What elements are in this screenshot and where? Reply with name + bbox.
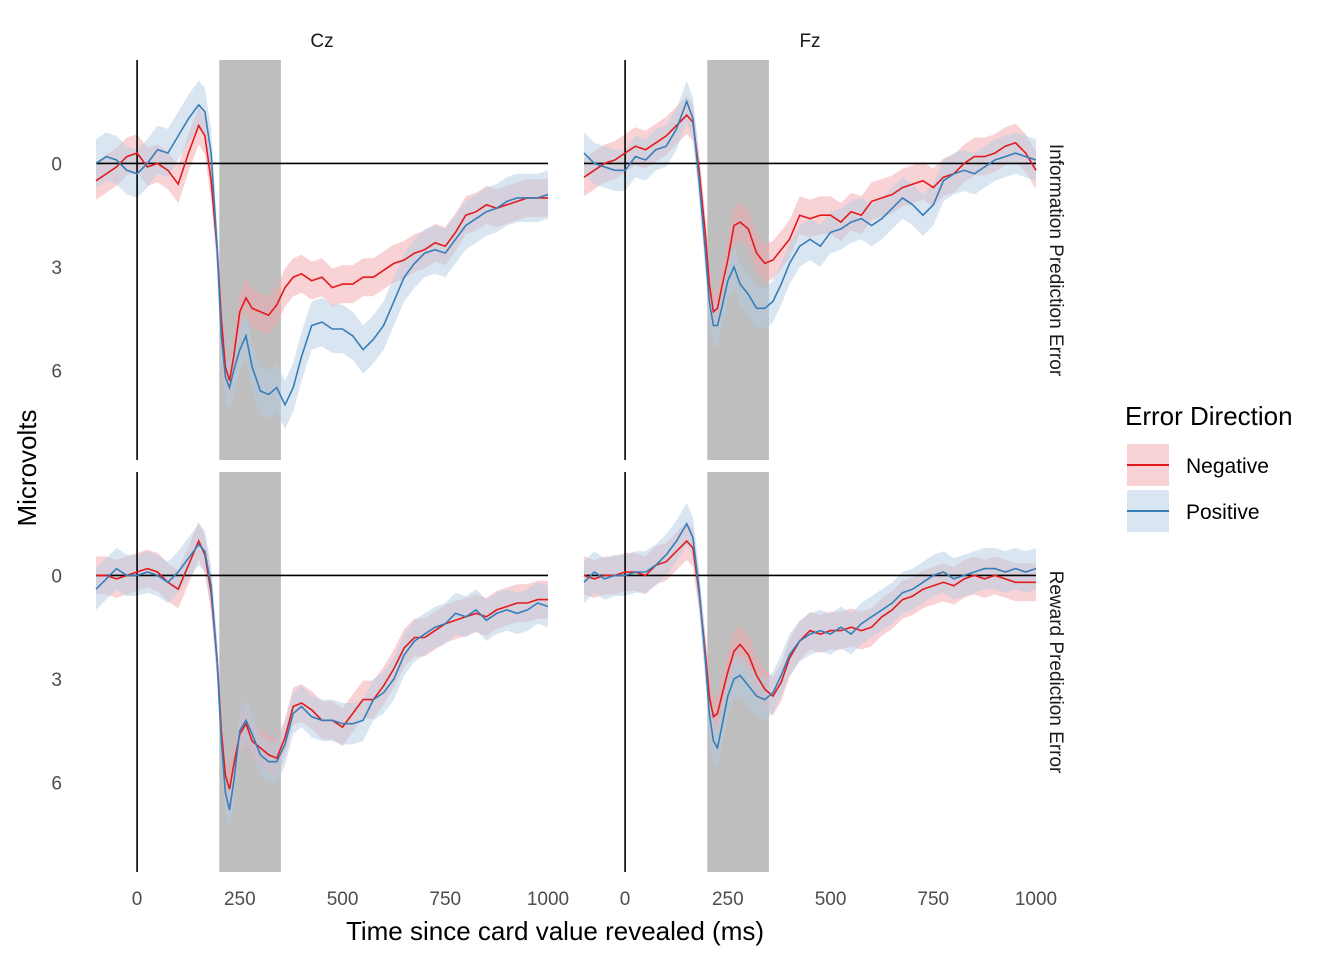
x-tick-label-fz-reward-prediction-error: 1000 bbox=[1015, 889, 1057, 910]
x-axis-title: Time since card value revealed (ms) bbox=[346, 916, 764, 946]
band-positive-cz-information-prediction-error bbox=[96, 80, 548, 429]
x-tick-label-fz-reward-prediction-error: 250 bbox=[712, 889, 744, 910]
series-negative-cz-information-prediction-error bbox=[95, 123, 548, 381]
y-tick-label-cz-information-prediction-error: 6 bbox=[51, 361, 62, 382]
x-tick-label-cz-reward-prediction-error: 500 bbox=[327, 889, 359, 910]
panel-fz-reward-prediction-error: 0 250 500 750 1000 bbox=[583, 472, 1057, 910]
band-positive-fz-reward-prediction-error bbox=[584, 503, 1036, 769]
series-positive-cz-information-prediction-error bbox=[95, 103, 549, 407]
series-positive-cz-reward-prediction-error bbox=[95, 543, 549, 811]
series-positive-fz-reward-prediction-error bbox=[583, 521, 1037, 751]
strip-label-fz: Fz bbox=[799, 31, 820, 52]
legend-title: Error Direction bbox=[1125, 401, 1293, 431]
x-tick-label-fz-reward-prediction-error: 500 bbox=[815, 889, 847, 910]
legend: Error Direction Negative Positive bbox=[1125, 401, 1293, 532]
series-negative-fz-reward-prediction-error bbox=[583, 539, 1036, 719]
x-tick-label-fz-reward-prediction-error: 0 bbox=[620, 889, 631, 910]
band-negative-cz-information-prediction-error bbox=[96, 106, 548, 400]
band-negative-fz-information-prediction-error bbox=[584, 96, 1036, 331]
x-tick-label-cz-reward-prediction-error: 1000 bbox=[527, 889, 569, 910]
x-tick-label-fz-reward-prediction-error: 750 bbox=[917, 889, 949, 910]
y-axis-title: Microvolts bbox=[12, 409, 42, 526]
panel-cz-reward-prediction-error: 0 3 6 0 250 500 750 1000 bbox=[51, 472, 569, 910]
x-tick-label-cz-reward-prediction-error: 250 bbox=[224, 889, 256, 910]
y-tick-label-cz-reward-prediction-error: 6 bbox=[51, 773, 62, 794]
panel-fz-information-prediction-error bbox=[583, 60, 1037, 460]
strip-label-information-prediction-error: Information Prediction Error bbox=[1045, 144, 1066, 377]
legend-label-positive: Positive bbox=[1186, 501, 1260, 524]
y-tick-label-cz-information-prediction-error: 0 bbox=[51, 154, 62, 175]
y-tick-label-cz-reward-prediction-error: 0 bbox=[51, 566, 62, 587]
legend-label-negative: Negative bbox=[1186, 455, 1269, 478]
panel-cz-information-prediction-error: 0 3 6 bbox=[51, 60, 549, 460]
series-negative-fz-information-prediction-error bbox=[583, 114, 1037, 314]
band-positive-cz-reward-prediction-error bbox=[96, 523, 548, 831]
series-negative-cz-reward-prediction-error bbox=[96, 538, 548, 790]
strip-label-reward-prediction-error: Reward Prediction Error bbox=[1045, 571, 1066, 774]
band-positive-fz-information-prediction-error bbox=[584, 80, 1036, 347]
y-tick-label-cz-reward-prediction-error: 3 bbox=[51, 670, 62, 691]
x-tick-label-cz-reward-prediction-error: 750 bbox=[429, 889, 461, 910]
x-tick-label-cz-reward-prediction-error: 0 bbox=[132, 889, 143, 910]
facet-panels: 0 3 6 0 3 6 0 250 500 750 1000 0 250 500 750 1000 Cz Fz In… bbox=[51, 31, 1066, 910]
strip-label-cz: Cz bbox=[310, 31, 333, 52]
series-positive-fz-information-prediction-error bbox=[583, 99, 1037, 327]
y-tick-label-cz-information-prediction-error: 3 bbox=[51, 258, 62, 279]
